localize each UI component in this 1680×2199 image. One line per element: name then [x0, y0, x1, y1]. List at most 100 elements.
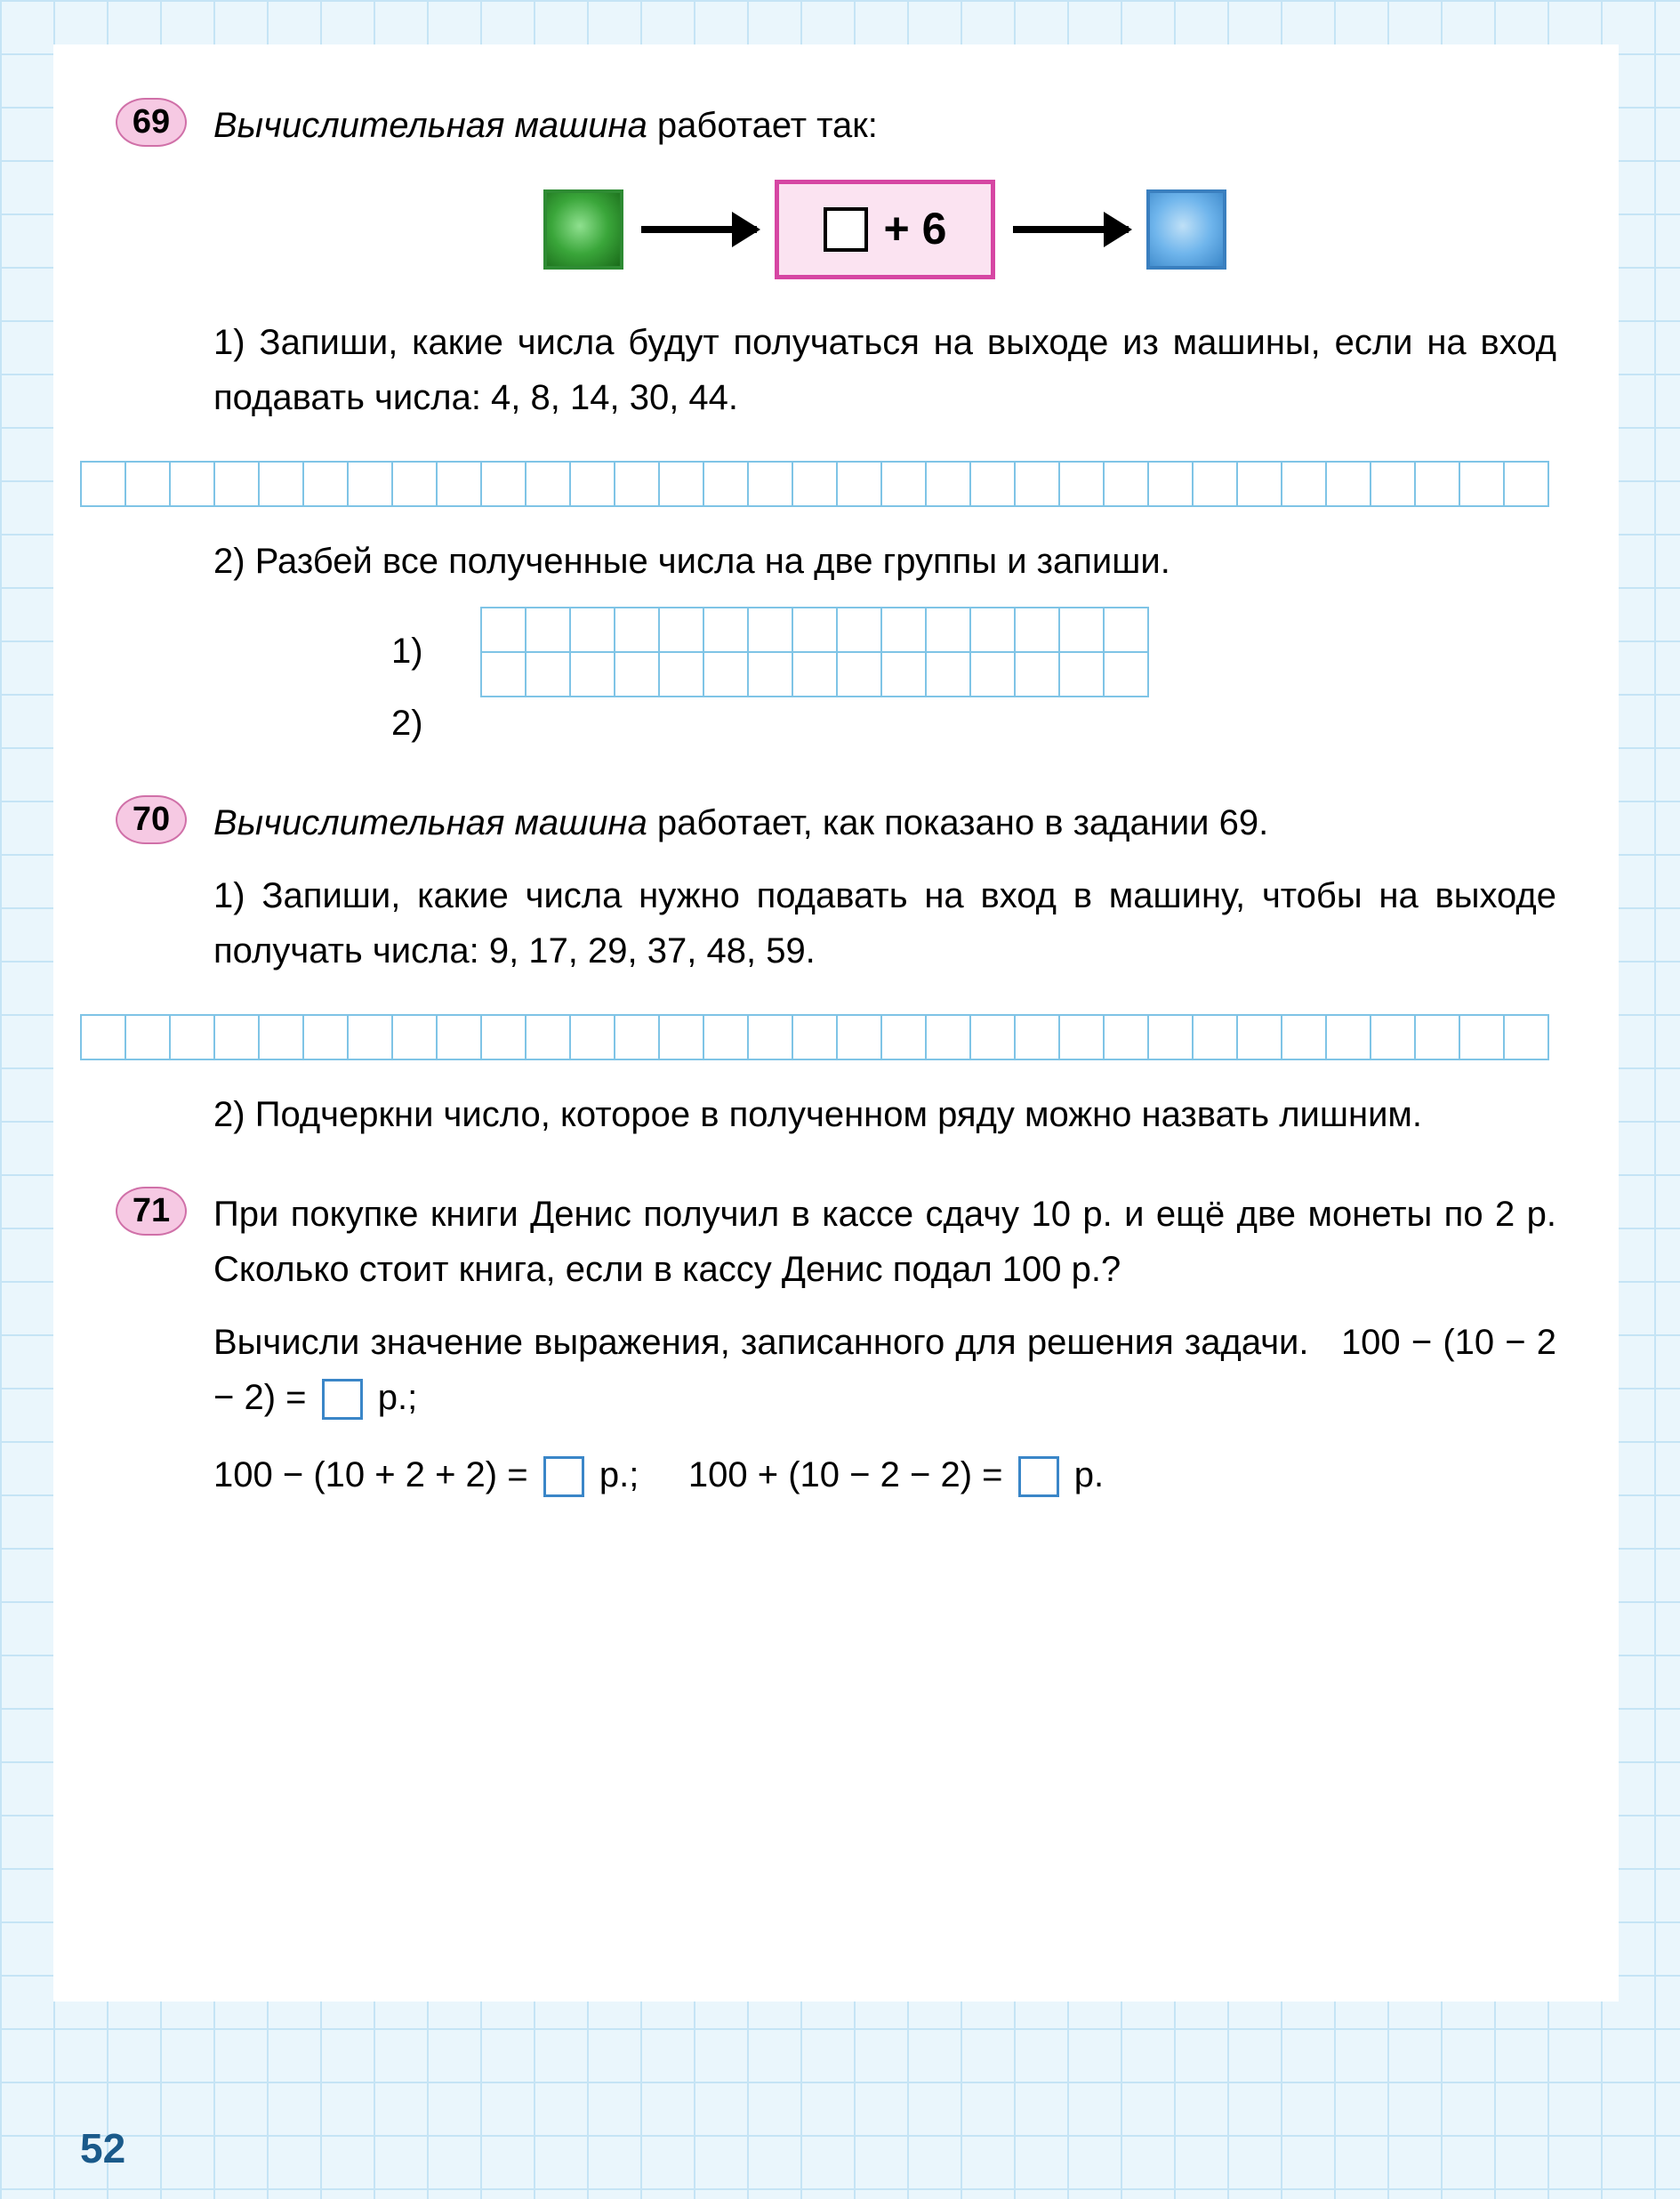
grid-cell[interactable] — [614, 461, 660, 507]
grid-cell[interactable] — [1103, 461, 1149, 507]
answer-grid-row[interactable] — [80, 461, 1574, 507]
grid-cell[interactable] — [169, 461, 215, 507]
grid-cell[interactable] — [614, 1014, 660, 1060]
grid-cell[interactable] — [1281, 1014, 1327, 1060]
grid-cell[interactable] — [1325, 461, 1371, 507]
grid-cell[interactable] — [1281, 461, 1327, 507]
grid-cell[interactable] — [1103, 1014, 1149, 1060]
grid-cell[interactable] — [880, 607, 927, 653]
answer-grid-row[interactable] — [80, 1014, 1574, 1060]
grid-cell[interactable] — [747, 1014, 793, 1060]
grid-cell[interactable] — [880, 461, 927, 507]
grid-cell[interactable] — [169, 1014, 215, 1060]
grid-cell[interactable] — [703, 461, 749, 507]
grid-cell[interactable] — [658, 461, 704, 507]
grid-cell[interactable] — [80, 461, 126, 507]
grid-cell[interactable] — [125, 461, 171, 507]
grid-cell[interactable] — [925, 461, 971, 507]
grid-cell[interactable] — [1236, 1014, 1282, 1060]
grid-cell[interactable] — [969, 1014, 1016, 1060]
grid-cell[interactable] — [302, 1014, 349, 1060]
grid-cell[interactable] — [658, 1014, 704, 1060]
answer-box[interactable] — [322, 1379, 363, 1420]
grid-cell[interactable] — [1414, 461, 1460, 507]
grid-cell[interactable] — [880, 1014, 927, 1060]
grid-cell[interactable] — [1147, 461, 1194, 507]
grid-cell[interactable] — [703, 651, 749, 697]
grid-cell[interactable] — [1236, 461, 1282, 507]
grid-cell[interactable] — [1192, 1014, 1238, 1060]
grid-cell[interactable] — [569, 1014, 615, 1060]
grid-cell[interactable] — [569, 607, 615, 653]
grid-cell[interactable] — [1503, 461, 1549, 507]
grid-cell[interactable] — [302, 461, 349, 507]
grid-cell[interactable] — [925, 1014, 971, 1060]
grid-cell[interactable] — [1147, 1014, 1194, 1060]
grid-cell[interactable] — [836, 1014, 882, 1060]
grid-cell[interactable] — [747, 607, 793, 653]
grid-cell[interactable] — [436, 1014, 482, 1060]
grid-cell[interactable] — [792, 461, 838, 507]
grid-cell[interactable] — [1325, 1014, 1371, 1060]
grid-cell[interactable] — [1014, 651, 1060, 697]
grid-cell[interactable] — [792, 607, 838, 653]
grid-cell[interactable] — [480, 461, 527, 507]
grid-cell[interactable] — [925, 651, 971, 697]
grid-cell[interactable] — [1459, 461, 1505, 507]
grid-cell[interactable] — [436, 461, 482, 507]
grid-cell[interactable] — [569, 651, 615, 697]
grid-cell[interactable] — [525, 651, 571, 697]
grid-cell[interactable] — [347, 1014, 393, 1060]
grid-cell[interactable] — [614, 607, 660, 653]
grid-cell[interactable] — [1103, 607, 1149, 653]
grid-cell[interactable] — [1014, 461, 1060, 507]
grid-cell[interactable] — [258, 1014, 304, 1060]
grid-cell[interactable] — [1503, 1014, 1549, 1060]
grid-cell[interactable] — [480, 651, 527, 697]
answer-box[interactable] — [543, 1456, 584, 1497]
grid-cell[interactable] — [925, 607, 971, 653]
grid-cell[interactable] — [703, 1014, 749, 1060]
answer-box[interactable] — [1018, 1456, 1059, 1497]
grid-cell[interactable] — [525, 1014, 571, 1060]
grid-cell[interactable] — [880, 651, 927, 697]
grid-cell[interactable] — [1058, 607, 1105, 653]
grid-cell[interactable] — [836, 607, 882, 653]
grid-cell[interactable] — [480, 607, 527, 653]
grid-cell[interactable] — [80, 1014, 126, 1060]
grid-cell[interactable] — [969, 651, 1016, 697]
grid-cell[interactable] — [347, 461, 393, 507]
grid-cell[interactable] — [1058, 461, 1105, 507]
grid-cell[interactable] — [391, 461, 438, 507]
grid-cell[interactable] — [703, 607, 749, 653]
grid-cell[interactable] — [569, 461, 615, 507]
grid-cell[interactable] — [1058, 651, 1105, 697]
grid-cell[interactable] — [125, 1014, 171, 1060]
grid-cell[interactable] — [969, 607, 1016, 653]
grid-cell[interactable] — [747, 461, 793, 507]
grid-cell[interactable] — [614, 651, 660, 697]
grid-cell[interactable] — [969, 461, 1016, 507]
grid-cell[interactable] — [836, 461, 882, 507]
grid-cell[interactable] — [1459, 1014, 1505, 1060]
grid-cell[interactable] — [480, 1014, 527, 1060]
grid-cell[interactable] — [1370, 461, 1416, 507]
grid-cell[interactable] — [1103, 651, 1149, 697]
grid-cell[interactable] — [658, 607, 704, 653]
grid-cell[interactable] — [836, 651, 882, 697]
grid-cell[interactable] — [792, 1014, 838, 1060]
grid-cell[interactable] — [258, 461, 304, 507]
grid-cell[interactable] — [658, 651, 704, 697]
grid-cell[interactable] — [1414, 1014, 1460, 1060]
grid-cell[interactable] — [1014, 1014, 1060, 1060]
grid-cell[interactable] — [391, 1014, 438, 1060]
answer-grid-block[interactable] — [480, 607, 1149, 697]
grid-cell[interactable] — [525, 461, 571, 507]
grid-cell[interactable] — [213, 461, 260, 507]
grid-cell[interactable] — [1192, 461, 1238, 507]
grid-cell[interactable] — [525, 607, 571, 653]
grid-cell[interactable] — [213, 1014, 260, 1060]
grid-cell[interactable] — [792, 651, 838, 697]
grid-cell[interactable] — [747, 651, 793, 697]
grid-cell[interactable] — [1370, 1014, 1416, 1060]
